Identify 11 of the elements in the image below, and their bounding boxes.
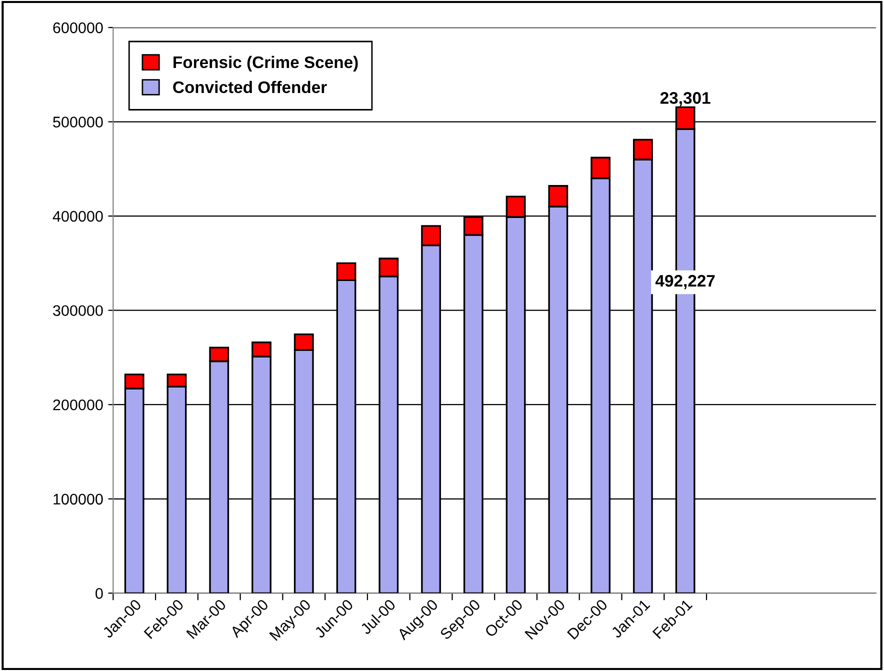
legend-label: Convicted Offender (173, 80, 327, 94)
y-tick-label: 100000 (54, 494, 103, 505)
data-label: 23,301 (660, 92, 710, 106)
legend-label: Forensic (Crime Scene) (174, 56, 358, 72)
y-tick-label: 300000 (53, 305, 103, 316)
y-tick-label: 200000 (53, 399, 103, 410)
y-tick-label: 500000 (53, 116, 103, 128)
y-tick-label: 0 (96, 588, 103, 599)
data-label: 492,227 (655, 274, 715, 290)
y-tick-label: 600000 (53, 22, 103, 34)
y-tick-label: 400000 (52, 210, 103, 222)
